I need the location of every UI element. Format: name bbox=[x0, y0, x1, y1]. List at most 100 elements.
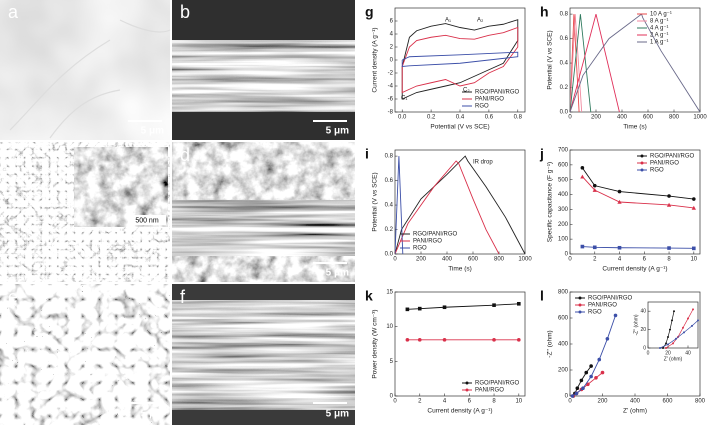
legend-marker bbox=[465, 381, 469, 385]
x-axis-label: Time (s) bbox=[623, 124, 647, 131]
marker bbox=[580, 174, 585, 179]
y-tick-label: 0 bbox=[643, 345, 646, 351]
sem-panel: a 5 μm bbox=[0, 0, 171, 140]
marker bbox=[579, 378, 584, 383]
marker bbox=[586, 382, 590, 387]
panel-letter: f bbox=[180, 287, 186, 307]
y-tick-label: 0.2 bbox=[385, 227, 394, 233]
marker bbox=[682, 326, 684, 329]
x-tick-label: 600 bbox=[662, 399, 673, 405]
y-tick-label: -2 bbox=[388, 71, 394, 77]
legend-label: PANI/RGO bbox=[650, 161, 679, 167]
y-tick-label: 6 bbox=[390, 19, 394, 25]
sem-panel: b 5 μm bbox=[172, 0, 355, 140]
panel-label: h bbox=[540, 4, 549, 20]
annotation: C₂ bbox=[463, 88, 470, 94]
marker bbox=[672, 342, 674, 345]
marker bbox=[692, 246, 696, 251]
marker bbox=[442, 305, 447, 310]
y-axis-label: Potential (V vs SCE) bbox=[372, 172, 379, 231]
y-tick-label: 0 bbox=[565, 252, 569, 258]
panel-letter: b bbox=[180, 2, 190, 22]
series-line bbox=[665, 309, 694, 348]
x-tick-label: 0.0 bbox=[398, 115, 407, 121]
sem-panel: e 5 μm bbox=[0, 284, 170, 425]
y-tick-label: 700 bbox=[558, 148, 569, 154]
legend-label: PANI/RGO bbox=[475, 388, 504, 394]
x-axis-label: Potential (V vs SCE) bbox=[430, 124, 489, 131]
marker bbox=[613, 313, 618, 318]
x-tick-label: 4 bbox=[443, 399, 447, 405]
series-line bbox=[570, 14, 620, 112]
y-tick-label: 200 bbox=[558, 222, 569, 228]
x-axis-label: Current density (A g⁻¹) bbox=[602, 266, 667, 273]
series-line bbox=[570, 14, 583, 112]
series-line bbox=[659, 320, 698, 348]
marker bbox=[669, 328, 671, 331]
panel-letter: e bbox=[8, 287, 18, 307]
y-axis-label: Current density (A g⁻¹) bbox=[372, 27, 379, 92]
marker bbox=[517, 338, 521, 342]
x-tick-label: 6 bbox=[468, 399, 472, 405]
annotation: IR drop bbox=[473, 160, 493, 166]
y-tick-label: 0.8 bbox=[385, 154, 394, 160]
y-tick-label: 0.6 bbox=[385, 178, 394, 184]
marker bbox=[417, 338, 422, 342]
annotation: A₂ bbox=[477, 18, 484, 24]
y-tick-label: 200 bbox=[558, 368, 569, 374]
y-tick-label: 10 bbox=[386, 324, 393, 330]
marker bbox=[442, 338, 447, 342]
y-tick-label: 300 bbox=[558, 207, 569, 213]
x-axis-label: Z' (ohm) bbox=[664, 356, 683, 362]
inset-scale-label: 500 nm bbox=[135, 217, 159, 224]
marker bbox=[617, 189, 622, 194]
series-line bbox=[395, 155, 525, 254]
y-tick-label: 100 bbox=[558, 237, 569, 243]
scale-bar-label: 5 μm bbox=[141, 126, 164, 137]
x-tick-label: 800 bbox=[669, 115, 680, 121]
chart: 0.0 0.2 0.4 0.6 0.8 -8 -6 -4 -2 0 2 4 6 Potential (V … bbox=[365, 4, 526, 131]
scale-bar-label: 5 μm bbox=[141, 268, 164, 279]
sem-panel: f 5 μm bbox=[172, 284, 355, 425]
x-tick-label: 4 bbox=[618, 257, 622, 263]
annotation: C₁ bbox=[401, 96, 407, 102]
marker bbox=[697, 319, 699, 322]
panel-label: j bbox=[539, 146, 544, 162]
legend-label: 1 A g⁻¹ bbox=[650, 40, 669, 46]
legend-marker bbox=[578, 310, 582, 314]
y-tick-label: 40 bbox=[640, 309, 646, 315]
y-tick-label: 0.2 bbox=[560, 85, 569, 91]
y-tick-label: 4 bbox=[390, 32, 394, 38]
y-tick-label: 20 bbox=[640, 327, 646, 333]
marker bbox=[617, 245, 622, 250]
y-tick-label: -6 bbox=[388, 97, 394, 103]
y-axis-label: Potential (V vs SCE) bbox=[547, 30, 554, 89]
marker bbox=[605, 337, 610, 341]
marker bbox=[692, 308, 694, 311]
marker bbox=[671, 319, 673, 322]
series-line bbox=[570, 14, 592, 112]
legend-label: RGO bbox=[588, 310, 602, 316]
x-tick-label: 20 bbox=[665, 350, 671, 356]
y-tick-label: 0.0 bbox=[385, 252, 394, 258]
marker bbox=[517, 301, 521, 306]
series-line bbox=[401, 51, 519, 67]
marker bbox=[417, 306, 422, 311]
marker bbox=[691, 205, 696, 210]
marker bbox=[665, 347, 667, 349]
legend-label: RGO/PANI/RGO bbox=[475, 381, 520, 387]
marker bbox=[580, 244, 585, 249]
chart: 0 2 4 6 8 10 0 5 10 15 Current density (A g⁻¹) Powe… bbox=[365, 288, 526, 415]
y-tick-label: 600 bbox=[558, 162, 569, 168]
panel-label: g bbox=[365, 4, 374, 20]
legend-label: 2 A g⁻¹ bbox=[650, 33, 669, 39]
marker bbox=[492, 338, 496, 342]
legend-marker bbox=[578, 303, 582, 307]
x-tick-label: 0 bbox=[568, 399, 572, 405]
y-tick-label: 0.6 bbox=[560, 36, 569, 42]
marker bbox=[667, 343, 669, 346]
marker bbox=[597, 357, 602, 362]
plot-frame bbox=[569, 7, 701, 113]
